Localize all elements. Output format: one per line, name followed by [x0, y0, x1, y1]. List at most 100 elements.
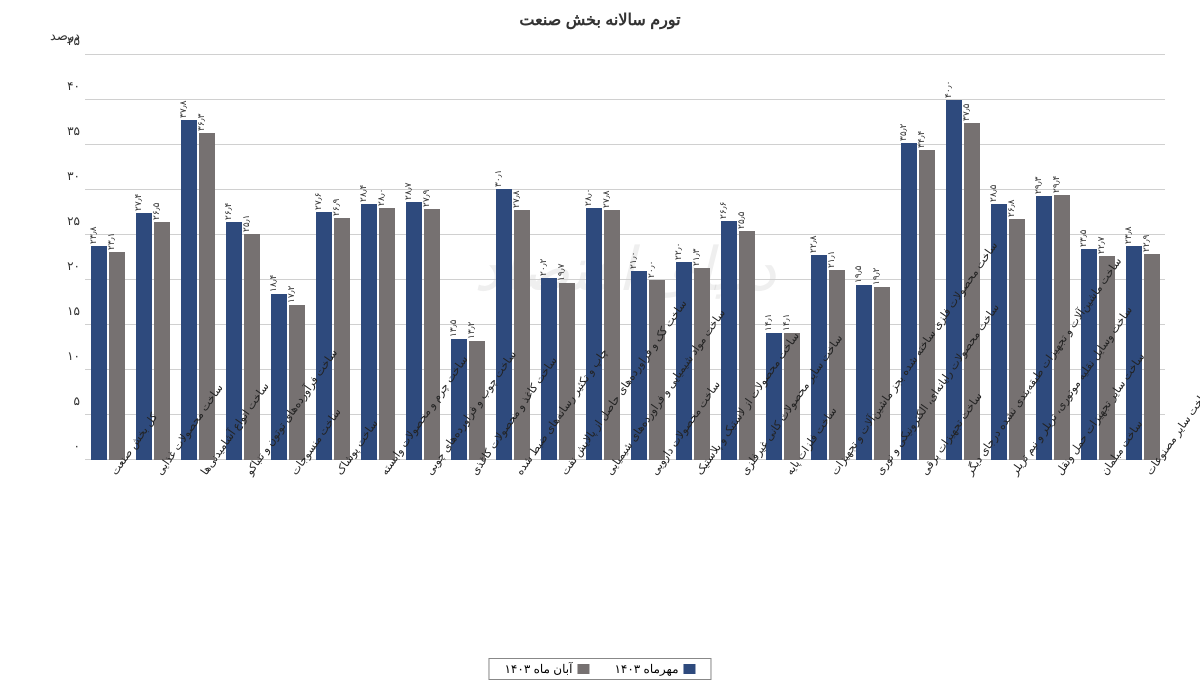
bar-value-label: ۲۳٫۸: [1123, 226, 1134, 243]
x-axis-label: کل بخش صنعت: [87, 465, 129, 655]
bar-value-label: ۲۵٫۱: [241, 215, 252, 232]
bar-value-label: ۱۴٫۱: [781, 314, 792, 331]
x-axis-label: ساخت انواع آشامیدنی‌ها: [177, 465, 219, 655]
legend-item-1: مهرماه ۱۴۰۳: [614, 662, 695, 676]
bar-value-label: ۲۰٫۰: [646, 261, 657, 278]
bar-value-label: ۲۰٫۲: [538, 259, 549, 276]
y-tick: ۲۵: [55, 214, 80, 228]
legend-label-2: آبان ماه ۱۴۰۳: [504, 662, 572, 676]
y-tick: ۳۰: [55, 169, 80, 183]
bar-series-2: ۲۵٫۱: [244, 234, 260, 460]
chart-container: تورم سالانه بخش صنعت درصد دنیای اقتصاد ۰…: [20, 10, 1180, 688]
bar-value-label: ۲۶٫۶: [718, 201, 729, 218]
bar-value-label: ۳۷٫۸: [178, 100, 189, 117]
x-axis-label: ساخت سایر مصنوعات: [1122, 465, 1164, 655]
y-tick: ۱۰: [55, 349, 80, 363]
bar-value-label: ۲۳٫۵: [1078, 229, 1089, 246]
bar-group: ۲۲٫۸ ۲۱٫۱: [807, 55, 849, 460]
x-axis-label: ساخت محصولات غذایی: [132, 465, 174, 655]
x-axis-label: ساخت تجهیزات برقی: [897, 465, 939, 655]
bar-value-label: ۱۴٫۱: [763, 314, 774, 331]
bar-value-label: ۳۶٫۳: [196, 114, 207, 131]
bar-value-label: ۱۹٫۲: [871, 268, 882, 285]
y-tick: ۴۵: [55, 34, 80, 48]
bar-series-2: ۲۱٫۳: [694, 268, 710, 460]
bar-series-2: ۲۵٫۵: [739, 231, 755, 461]
bar-value-label: ۱۳٫۲: [466, 322, 477, 339]
x-axis-label: ساخت ماشین‌آلات و تجهیزات طبقه‌بندی نشده…: [942, 465, 984, 655]
bar-value-label: ۲۹٫۳: [1033, 177, 1044, 194]
bar-value-label: ۲۷٫۸: [601, 190, 612, 207]
x-axis-label: ساخت منسوجات: [267, 465, 309, 655]
bar-series-2: ۲۸٫۰: [379, 208, 395, 460]
bar-value-label: ۲۷٫۸: [511, 190, 522, 207]
legend-item-2: آبان ماه ۱۴۰۳: [504, 662, 589, 676]
bar-value-label: ۲۸٫۵: [988, 184, 999, 201]
bar-value-label: ۳۵٫۲: [898, 124, 909, 141]
x-axis-label: ساخت وسایل نقلیه موتوری، تریلر و نیم تری…: [987, 465, 1029, 655]
bar-value-label: ۲۶٫۵: [151, 202, 162, 219]
x-axis-label: ساخت فرآورده‌های توتون و تنباکو: [222, 465, 264, 655]
bar-series-2: ۱۹٫۲: [874, 287, 890, 460]
y-tick: ۴۰: [55, 79, 80, 93]
x-axis-label: ساخت محصولات فلزی ساخته شده بجز ماشین‌آل…: [807, 465, 849, 655]
chart-title: تورم سالانه بخش صنعت: [20, 10, 1180, 30]
bar-series-2: ۲۰٫۰: [649, 280, 665, 460]
bar-value-label: ۲۹٫۴: [1051, 176, 1062, 193]
bar-value-label: ۱۳٫۵: [448, 319, 459, 336]
x-axis-label: ساخت محصولات رایانه‌ای، الکترونیکی و نور…: [852, 465, 894, 655]
x-axis-label: ساخت چرم و محصولات وابسته: [357, 465, 399, 655]
bar-group: ۲۳٫۸ ۲۲٫۹: [1122, 55, 1164, 460]
x-axis-label: ساخت سایر محصولات کانی غیرفلزی: [717, 465, 759, 655]
bar-value-label: ۲۸٫۰: [376, 189, 387, 206]
bar-value-label: ۲۶٫۸: [1006, 199, 1017, 216]
bar-value-label: ۲۶٫۹: [331, 198, 342, 215]
legend: مهرماه ۱۴۰۳ آبان ماه ۱۴۰۳: [488, 658, 711, 680]
bar-value-label: ۲۲٫۸: [808, 235, 819, 252]
y-tick: ۰: [55, 439, 80, 453]
x-axis-label: ساخت کک و فراورده‌های حاصل از پالایش نفت: [537, 465, 579, 655]
x-axis-label: ساخت سایر تجهیزات حمل ونقل: [1032, 465, 1074, 655]
x-axis-label: ساخت کاغذ و محصولات کاغذی: [447, 465, 489, 655]
bar-value-label: ۳۰٫۱: [493, 170, 504, 187]
y-tick: ۳۵: [55, 124, 80, 138]
bar-series-2: ۱۹٫۷: [559, 283, 575, 460]
bar-value-label: ۱۹٫۷: [556, 263, 567, 280]
bar-group: ۲۸٫۴ ۲۸٫۰: [357, 55, 399, 460]
bar-value-label: ۲۱٫۰: [628, 252, 639, 269]
x-axis-label: ساخت محصولات از لاستیک و پلاستیک: [672, 465, 714, 655]
x-axis-label: ساخت پوشاک: [312, 465, 354, 655]
bar-value-label: ۲۷٫۴: [133, 194, 144, 211]
bar-value-label: ۲۲٫۹: [1141, 234, 1152, 251]
bar-value-label: ۲۲٫۰: [673, 243, 684, 260]
bar-value-label: ۲۱٫۱: [826, 251, 837, 268]
x-axis-label: ساخت مبلمان: [1077, 465, 1119, 655]
bar-series-2: ۱۷٫۲: [289, 305, 305, 460]
bar-series-1: ۴۰٫۰: [946, 100, 962, 460]
bar-value-label: ۲۶٫۴: [223, 203, 234, 220]
bar-value-label: ۲۸٫۴: [358, 185, 369, 202]
x-axis-label: ساخت فلزات پایه: [762, 465, 804, 655]
bar-value-label: ۱۷٫۲: [286, 286, 297, 303]
x-axis-label: ساخت چوب و فراورده‌های چوبی: [402, 465, 444, 655]
bar-value-label: ۲۱٫۳: [691, 249, 702, 266]
bar-value-label: ۲۷٫۶: [313, 192, 324, 209]
legend-label-1: مهرماه ۱۴۰۳: [614, 662, 678, 676]
bar-value-label: ۲۷٫۹: [421, 189, 432, 206]
x-axis-label: ساخت مواد شیمیایی و فراورده‌های شیمیایی: [582, 465, 624, 655]
bar-value-label: ۲۸٫۰: [583, 189, 594, 206]
bar-group: ۲۷٫۴ ۲۶٫۵: [132, 55, 174, 460]
bar-value-label: ۲۲٫۷: [1096, 236, 1107, 253]
y-tick: ۱۵: [55, 304, 80, 318]
bar-value-label: ۱۹٫۵: [853, 265, 864, 282]
x-axis-label: ساخت محصولات دارویی: [627, 465, 669, 655]
y-tick: ۵: [55, 394, 80, 408]
y-tick: ۲۰: [55, 259, 80, 273]
bar-value-label: ۴۰٫۰: [943, 81, 954, 98]
bar-series-2: ۲۱٫۱: [829, 270, 845, 460]
bar-value-label: ۳۴٫۴: [916, 131, 927, 148]
bar-group: ۲۷٫۶ ۲۶٫۹: [312, 55, 354, 460]
bar-group: ۲۳٫۸۲۳٫۱: [87, 55, 129, 460]
legend-swatch-1: [684, 664, 696, 674]
bar-value-label: ۱۸٫۴: [268, 275, 279, 292]
